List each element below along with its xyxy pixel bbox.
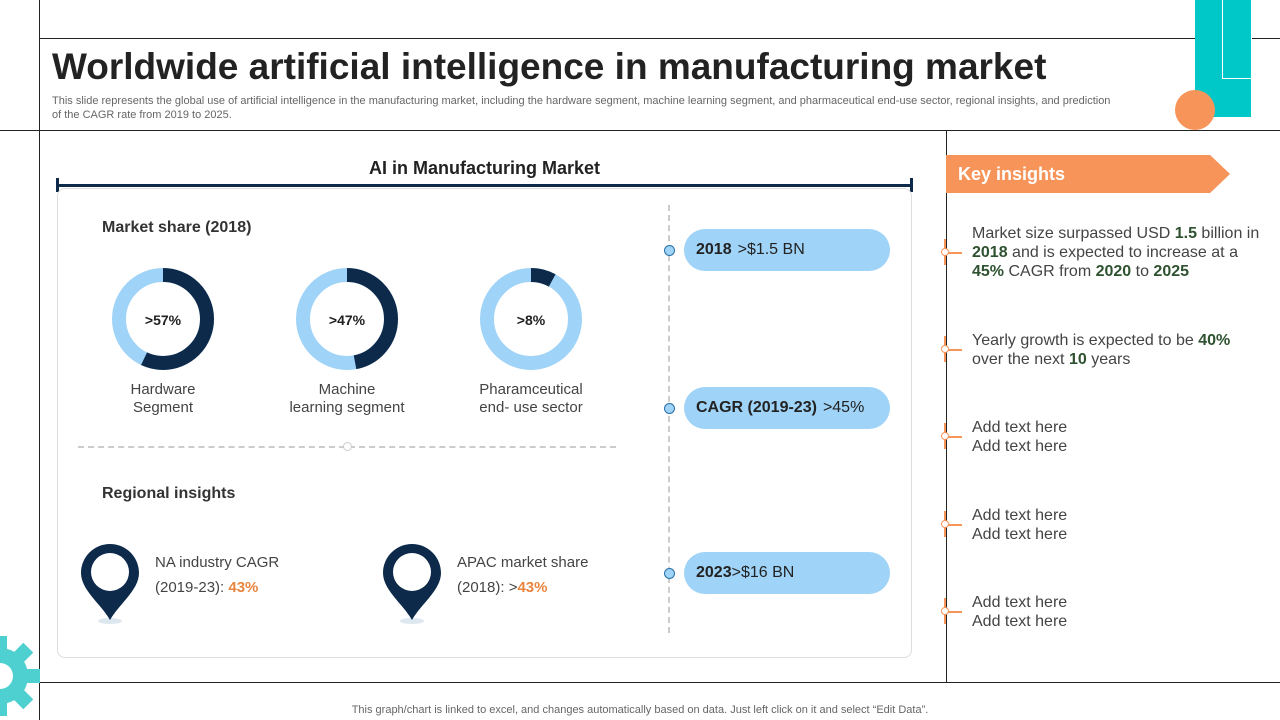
donut-value-pharmaceutical: >8%: [516, 312, 546, 328]
footer-note: This graph/chart is linked to excel, and…: [351, 704, 929, 716]
region-na: NA industry CAGR (2019-23): 43%: [155, 550, 279, 600]
region-apac-line2: (2018): >43%: [457, 575, 588, 600]
region-na-line2: (2019-23): 43%: [155, 575, 279, 600]
panel-rule-end-right: [910, 178, 913, 192]
insight-emphasis: 2020: [1095, 263, 1132, 280]
insight-emphasis: 10: [1068, 351, 1087, 368]
timeline-line: [668, 205, 670, 633]
insight-marker-line: [944, 524, 962, 526]
footer-divider: [0, 682, 1280, 683]
caption-line: learning segment: [289, 399, 405, 416]
region-apac-value: 43%: [517, 579, 548, 596]
caption-line: Hardware: [130, 381, 196, 398]
placeholder-line: Add text here: [972, 526, 1068, 543]
donut-machine-learning: [296, 268, 398, 370]
gear-icon: [0, 636, 40, 716]
insight-market-size: Market size surpassed USD 1.5 billion in…: [972, 224, 1262, 281]
region-na-prefix: (2019-23):: [155, 579, 229, 596]
teal-corner-lines: [1222, 0, 1252, 79]
insight-marker-dot: [941, 345, 949, 353]
frame-left-rule: [39, 0, 40, 720]
donut-caption-pharmaceutical: Pharamceutical end- use sector: [441, 381, 621, 417]
pill-text: >$16 BN: [731, 564, 795, 581]
page-subtitle: This slide represents the global use of …: [52, 95, 1111, 121]
insight-emphasis: 2018: [972, 244, 1008, 261]
caption-line: end- use sector: [479, 399, 583, 416]
pill-text: >45%: [822, 399, 865, 416]
donut-hardware: [112, 268, 214, 370]
region-apac-prefix: (2018): >: [457, 579, 518, 596]
insight-marker-line: [944, 611, 962, 613]
donut-pharmaceutical: [480, 268, 582, 370]
pill-text: >$1.5 BN: [737, 241, 805, 258]
insight-marker-line: [944, 252, 962, 254]
region-apac: APAC market share (2018): >43%: [457, 550, 588, 600]
insight-placeholder: Add text here Add text here: [972, 593, 1262, 631]
insight-marker-dot: [941, 432, 949, 440]
map-pin-icon: [383, 544, 441, 624]
insight-placeholder: Add text here Add text here: [972, 506, 1262, 544]
insight-emphasis: 40%: [1198, 332, 1231, 349]
market-card: [57, 188, 912, 658]
page-title: Worldwide artificial intelligence in man…: [52, 46, 1047, 87]
insight-text: and is expected to increase at a: [1007, 244, 1238, 261]
regional-insights-label: Regional insights: [102, 485, 236, 502]
region-na-value: 43%: [228, 579, 259, 596]
placeholder-line: Add text here: [972, 594, 1068, 611]
market-share-label: Market share (2018): [102, 219, 252, 236]
region-apac-line1: APAC market share: [457, 554, 589, 571]
region-na-line1: NA industry CAGR: [155, 554, 280, 571]
donut-arc-pharmaceutical: [480, 268, 582, 370]
placeholder-line: Add text here: [972, 438, 1068, 455]
donut-caption-hardware: Hardware Segment: [73, 381, 253, 417]
pill-bold: 2018: [696, 241, 732, 258]
pill-bold: CAGR (2019-23): [696, 399, 817, 416]
insight-marker-dot: [941, 607, 949, 615]
panel-title: AI in Manufacturing Market: [368, 158, 601, 178]
insight-placeholder: Add text here Add text here: [972, 418, 1262, 456]
donut-caption-machine-learning: Machine learning segment: [257, 381, 437, 417]
placeholder-line: Add text here: [972, 419, 1068, 436]
panel-rule-end-left: [56, 178, 59, 192]
insight-emphasis: 1.5: [1174, 225, 1197, 242]
insight-marker-dot: [941, 520, 949, 528]
caption-line: Machine: [318, 381, 376, 398]
donut-value-hardware: >57%: [144, 312, 182, 328]
insight-text: CAGR from: [1004, 263, 1096, 280]
placeholder-line: Add text here: [972, 507, 1068, 524]
insight-yearly-growth: Yearly growth is expected to be 40% over…: [972, 331, 1262, 369]
insight-emphasis: 45%: [972, 263, 1005, 280]
caption-line: Pharamceutical: [479, 381, 583, 398]
pill-2018: 2018 >$1.5 BN: [684, 229, 890, 271]
caption-line: Segment: [132, 399, 194, 416]
map-pin-icon: [81, 544, 139, 624]
insight-text: Market size surpassed USD: [972, 225, 1175, 242]
pill-2023: 2023 >$16 BN: [684, 552, 890, 594]
insight-text: years: [1086, 351, 1131, 368]
header-divider: [0, 130, 1280, 131]
insight-text: over the next: [972, 351, 1069, 368]
donut-value-machine-learning: >47%: [328, 312, 366, 328]
section-divider-dot: [343, 442, 352, 451]
timeline-dot: [664, 403, 675, 414]
timeline-dot: [664, 245, 675, 256]
insight-text: to: [1131, 263, 1154, 280]
donut-arc-hardware: [112, 268, 214, 370]
insight-text: Yearly growth is expected to be: [972, 332, 1199, 349]
orange-circle-decoration: [1175, 90, 1215, 130]
timeline-dot: [664, 568, 675, 579]
placeholder-line: Add text here: [972, 613, 1068, 630]
insights-divider: [946, 130, 947, 682]
insight-text: billion in: [1196, 225, 1260, 242]
pill-bold: 2023: [696, 564, 732, 581]
key-insights-banner: Key insights: [946, 155, 1230, 193]
insight-marker-dot: [941, 248, 949, 256]
donut-arc-machine-learning: [296, 268, 398, 370]
pill-cagr: CAGR (2019-23) >45%: [684, 387, 890, 429]
panel-title-rule: [56, 184, 913, 187]
insight-marker-line: [944, 436, 962, 438]
insight-marker-line: [944, 349, 962, 351]
frame-top-rule: [39, 38, 1280, 39]
insight-emphasis: 2025: [1153, 263, 1190, 280]
